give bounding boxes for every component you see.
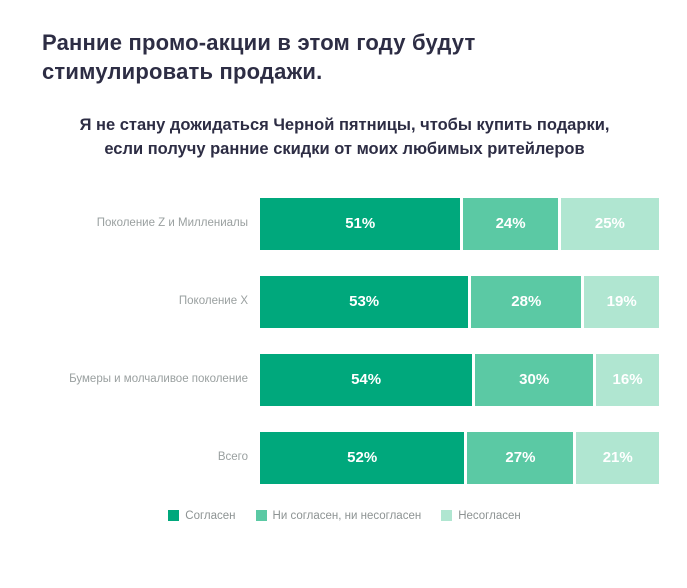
- bar-segment: 52%: [260, 431, 465, 484]
- legend-label: Ни согласен, ни несогласен: [272, 509, 422, 522]
- legend-label: Согласен: [185, 509, 236, 522]
- bar-value-label: 28%: [511, 293, 542, 311]
- legend-swatch: [441, 510, 453, 522]
- chart-legend: Согласен Ни согласен, ни несогласен Несогл…: [30, 510, 659, 522]
- bar-value-label: 53%: [349, 293, 380, 311]
- row-label: Всего: [217, 451, 248, 463]
- bar-segment: 27%: [467, 431, 574, 484]
- bar-segment: 24%: [463, 197, 558, 250]
- bar-value-label: 19%: [606, 293, 637, 311]
- chart-row: Всего 52% 27% 21%: [30, 431, 659, 484]
- bar-value-label: 27%: [505, 449, 536, 467]
- chart-row: Бумеры и молчаливое поколение 54% 30% 16%: [30, 353, 659, 406]
- bar-segment: 54%: [260, 353, 473, 406]
- chart-row: Поколение Z и Миллениалы 51% 24% 25%: [30, 197, 659, 250]
- stacked-bar-chart: Поколение Z и Миллениалы 51% 24% 25% Поколен…: [30, 197, 659, 484]
- bar-value-label: 30%: [519, 371, 550, 389]
- stacked-bar: 52% 27% 21%: [260, 431, 659, 484]
- bar-value-label: 21%: [602, 449, 633, 467]
- bar-segment: 51%: [260, 197, 461, 250]
- stacked-bar: 54% 30% 16%: [260, 353, 659, 406]
- legend-label: Несогласен: [458, 509, 521, 522]
- bar-segment: 30%: [475, 353, 594, 406]
- legend-item: Несогласен: [441, 510, 521, 522]
- row-label: Поколение Z и Миллениалы: [96, 217, 248, 229]
- row-label: Поколение X: [178, 295, 248, 307]
- bar-segment: 16%: [596, 353, 659, 406]
- row-label: Бумеры и молчаливое поколение: [69, 373, 248, 385]
- page-title: Ранние промо-акции в этом году будут сти…: [42, 30, 476, 85]
- chart-subtitle: Я не стану дожидаться Черной пятницы, чт…: [79, 116, 610, 158]
- chart-row: Поколение X 53% 28% 19%: [30, 275, 659, 328]
- bar-value-label: 25%: [594, 215, 625, 233]
- bar-value-label: 54%: [351, 371, 382, 389]
- bar-value-label: 16%: [612, 371, 643, 389]
- legend-swatch: [168, 510, 180, 522]
- bar-segment: 21%: [576, 431, 659, 484]
- legend-item: Согласен: [168, 509, 236, 522]
- bar-segment: 28%: [471, 275, 582, 328]
- bar-value-label: 51%: [345, 215, 376, 233]
- stacked-bar: 51% 24% 25%: [260, 197, 659, 250]
- bar-segment: 19%: [584, 275, 659, 328]
- bar-segment: 53%: [260, 275, 469, 328]
- stacked-bar: 53% 28% 19%: [260, 275, 659, 328]
- legend-swatch: [255, 510, 267, 522]
- bar-value-label: 24%: [495, 215, 526, 233]
- bar-segment: 25%: [560, 197, 659, 250]
- bar-value-label: 52%: [347, 449, 378, 467]
- legend-item: Ни согласен, ни несогласен: [255, 509, 422, 522]
